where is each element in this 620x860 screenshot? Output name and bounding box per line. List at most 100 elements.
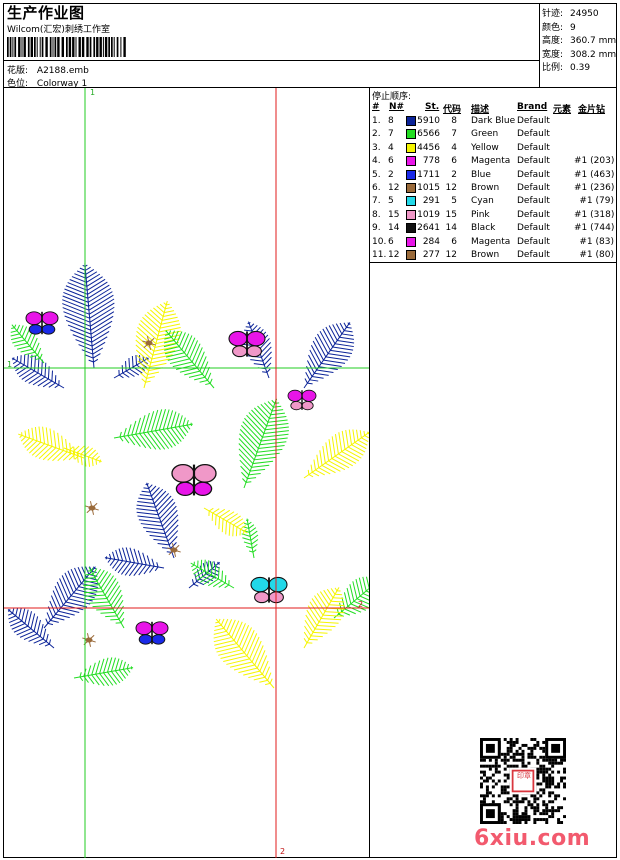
cell-st: 6566 — [417, 129, 440, 140]
cell-needle: 12 — [388, 183, 400, 193]
cell-sequin: #1 (83) — [579, 236, 614, 247]
cell-sequin: #1 (744) — [574, 223, 615, 234]
table-row: 3. 4 4456 4 Yellow Default — [370, 142, 616, 155]
cell-st: 291 — [422, 196, 440, 207]
cell-st: 277 — [422, 250, 440, 260]
cell-num: 8. — [372, 209, 381, 220]
insect-motifs — [82, 336, 181, 647]
cell-num: 5. — [372, 169, 381, 180]
stat-value: 360.7 mm — [570, 36, 617, 46]
cell-code: 6 — [451, 236, 457, 247]
stat-value: 9 — [570, 22, 576, 33]
cell-code: 12 — [445, 183, 457, 193]
cell-code: 2 — [451, 169, 457, 180]
stat-label: 高度: — [542, 36, 564, 46]
stat-label: 比例: — [542, 63, 564, 73]
cell-sequin: #1 (80) — [579, 250, 614, 260]
cell-needle: 12 — [388, 250, 400, 260]
color-swatch — [406, 129, 416, 140]
cell-needle: 5 — [388, 196, 394, 207]
table-row: 7. 5 291 5 Cyan Default #1 (79) — [370, 195, 616, 208]
table-row: 9. 14 2641 14 Black Default #1 (744) — [370, 222, 616, 235]
col-st: St. — [425, 102, 440, 112]
cell-num: 1. — [372, 116, 381, 126]
cell-code: 8 — [451, 116, 457, 126]
cell-brand: Default — [517, 169, 550, 180]
cell-brand: Default — [517, 183, 550, 193]
cell-needle: 4 — [388, 142, 394, 153]
color-swatch — [406, 236, 416, 247]
stat-label: 宽度: — [542, 49, 564, 60]
panel-divider — [369, 88, 370, 858]
cell-desc: Pink — [471, 209, 490, 220]
stats-divider — [539, 4, 540, 87]
cell-desc: Brown — [471, 183, 500, 193]
cell-needle: 15 — [388, 209, 400, 220]
cell-num: 2. — [372, 129, 381, 140]
col-brand: Brand — [517, 102, 548, 112]
guide-mark-1-top: 1 — [90, 88, 96, 97]
cell-num: 6. — [372, 183, 381, 193]
cell-code: 14 — [445, 223, 457, 234]
cell-st: 1015 — [417, 183, 440, 193]
colorway-value: Colorway 1 — [36, 79, 88, 89]
col-num: # — [372, 102, 380, 112]
cell-brand: Default — [517, 223, 550, 234]
cell-desc: Brown — [471, 250, 500, 260]
cell-st: 5910 — [417, 116, 440, 126]
barcode — [7, 37, 126, 57]
cell-needle: 8 — [388, 116, 394, 126]
colorway-row: 色位: Colorway 1 — [7, 76, 87, 89]
stat-value: 308.2 mm — [570, 49, 617, 60]
table-row: 6. 12 1015 12 Brown Default #1 (236) — [370, 182, 616, 195]
cell-code: 7 — [451, 129, 457, 140]
cell-needle: 7 — [388, 129, 394, 140]
cell-needle: 14 — [388, 223, 400, 234]
cell-code: 12 — [445, 250, 457, 260]
stat-row: 高度: 360.7 mm — [542, 33, 616, 46]
cell-st: 4456 — [417, 142, 440, 153]
cell-brand: Default — [517, 196, 550, 207]
col-desc: 描述 — [471, 105, 490, 115]
cell-num: 3. — [372, 142, 381, 153]
cell-sequin: #1 (318) — [574, 209, 615, 220]
cell-brand: Default — [517, 250, 550, 260]
cell-num: 10. — [372, 236, 387, 247]
cell-desc: Green — [471, 129, 499, 140]
stat-row: 针迹: 24950 — [542, 6, 599, 19]
color-swatch — [406, 196, 416, 207]
color-swatch — [406, 116, 416, 126]
studio-name: Wilcom(汇宏)刺绣工作室 — [7, 25, 110, 35]
cell-st: 1711 — [417, 169, 440, 180]
table-row: 11. 12 277 12 Brown Default #1 (80) — [370, 249, 616, 262]
cell-sequin: #1 (79) — [579, 196, 614, 207]
design-file-row: 花版: A2188.emb — [7, 63, 89, 76]
seal-stamp: 印章 — [517, 772, 531, 780]
cell-num: 7. — [372, 196, 381, 207]
cell-st: 1019 — [417, 209, 440, 220]
stat-value: 24950 — [570, 9, 599, 19]
col-element: 元素 — [553, 105, 572, 115]
sheet-title: 生产作业图 — [7, 4, 85, 22]
cell-brand: Default — [517, 236, 550, 247]
stat-row: 颜色: 9 — [542, 20, 576, 33]
cell-desc: Magenta — [471, 156, 511, 167]
guide-mark-1-left: 1 — [7, 360, 13, 369]
cell-st: 2641 — [417, 223, 440, 234]
embroidery-preview — [4, 88, 369, 858]
table-row: 5. 2 1711 2 Blue Default #1 (463) — [370, 169, 616, 182]
cell-desc: Blue — [471, 169, 491, 180]
cell-brand: Default — [517, 129, 550, 140]
stat-label: 针迹: — [542, 9, 564, 19]
sheet-frame — [3, 3, 617, 858]
cell-desc: Cyan — [471, 196, 494, 207]
header-bottom-line — [4, 87, 616, 88]
table-row: 4. 6 778 6 Magenta Default #1 (203) — [370, 155, 616, 168]
color-swatch — [406, 169, 416, 180]
col-sequin: 金片钻 — [578, 105, 606, 115]
cell-brand: Default — [517, 116, 550, 126]
cell-st: 778 — [422, 156, 440, 167]
cell-num: 4. — [372, 156, 381, 167]
cell-desc: Magenta — [471, 236, 511, 247]
cell-code: 5 — [451, 196, 457, 207]
